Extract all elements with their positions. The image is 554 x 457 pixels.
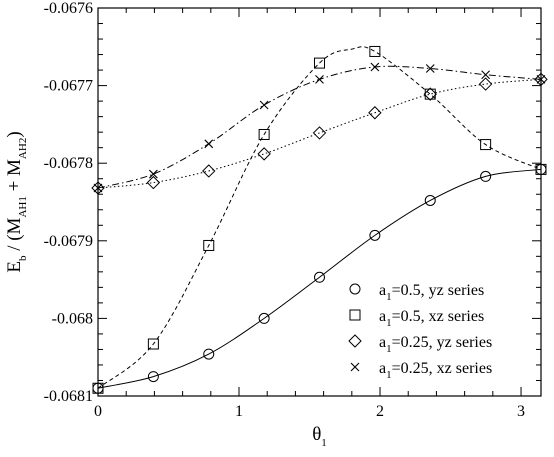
data-point-series-3: [312, 126, 327, 140]
data-point-series-4: [315, 75, 324, 84]
data-point-series-1: [369, 229, 381, 241]
data-point-series-3: [423, 87, 437, 101]
x-axis-label: θ1: [312, 424, 327, 449]
y-axis-label: Eb / (MAH1 + MAH2): [4, 131, 29, 272]
legend-label-3: a1=0.25, yz series: [379, 334, 492, 355]
data-point-series-4: [259, 100, 269, 110]
data-point-series-1: [258, 312, 270, 324]
legend-marker-3: [348, 334, 362, 348]
data-point-series-3: [368, 106, 382, 120]
y-tick-label: -0.0678: [44, 155, 93, 172]
data-point-series-1: [480, 170, 492, 182]
x-tick-label: 1: [235, 403, 243, 420]
data-point-series-2: [480, 139, 492, 151]
legend-marker-4: [350, 362, 360, 372]
data-point-series-2: [258, 128, 270, 140]
y-tick-label: -0.0679: [44, 233, 93, 250]
plot-area: [97, 7, 542, 397]
legend-label-1: a1=0.5, yz series: [379, 282, 484, 303]
series-line-2: [97, 46, 542, 389]
plot-frame: [97, 7, 542, 397]
y-tick-label: -0.0681: [44, 388, 93, 405]
data-point-series-4: [481, 70, 491, 80]
data-point-series-1: [203, 348, 215, 360]
data-point-series-2: [203, 239, 215, 251]
data-point-series-4: [536, 75, 546, 84]
axis-labels: θ1 Eb / (MAH1 + MAH2): [4, 131, 327, 449]
y-tick-label: -0.068: [52, 310, 93, 327]
x-tick-label: 0: [94, 403, 102, 420]
data-point-series-3: [146, 175, 161, 190]
data-point-series-1: [314, 271, 325, 283]
series-line-3: [97, 78, 542, 189]
legend-label-2: a1=0.5, xz series: [379, 308, 484, 329]
series-line-1: [97, 168, 542, 389]
data-point-series-4: [204, 139, 214, 149]
x-tick-label: 3: [517, 403, 525, 420]
y-tick-label: -0.0677: [44, 78, 93, 95]
data-point-series-2: [314, 57, 325, 69]
data-point-series-4: [370, 62, 380, 72]
data-point-series-1: [147, 371, 159, 383]
data-point-series-1: [424, 194, 436, 206]
data-point-series-3: [478, 77, 493, 91]
data-point-series-2: [535, 163, 547, 175]
data-point-series-3: [257, 147, 271, 161]
legend-marker-2: [349, 309, 361, 321]
data-point-series-3: [534, 72, 548, 87]
legend-label-4: a1=0.25, xz series: [379, 360, 492, 381]
data-point-series-3: [202, 164, 216, 178]
y-tick-label: -0.0676: [44, 0, 93, 17]
data-point-series-3: [91, 181, 105, 195]
series-markers: [91, 45, 548, 394]
data-point-series-2: [369, 45, 381, 57]
data-point-series-2: [92, 382, 104, 394]
axis-ticks: 0 1 2 3 -0.0681 -0.068 -0.0679 -0.0678 -0.0677 -0…: [44, 0, 541, 420]
x-tick-label: 2: [376, 403, 384, 420]
data-point-series-4: [148, 169, 158, 179]
data-point-series-2: [424, 88, 436, 100]
data-point-series-4: [425, 64, 435, 73]
legend: a1=0.5, yz series a1=0.5, xz series a1=0.2…: [348, 282, 492, 381]
data-point-series-4: [93, 183, 103, 193]
legend-marker-1: [349, 283, 361, 295]
data-point-series-2: [147, 338, 159, 350]
